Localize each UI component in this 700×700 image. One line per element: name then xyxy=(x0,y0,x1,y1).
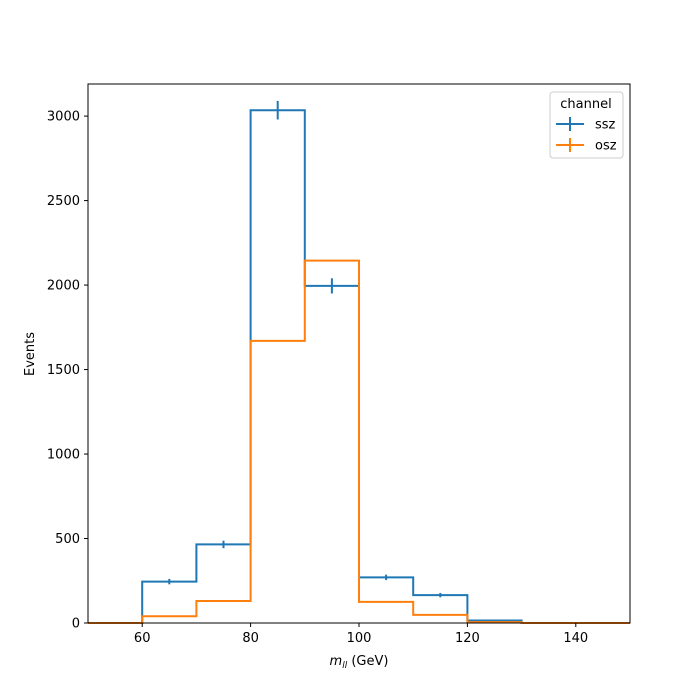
y-tick-label: 1000 xyxy=(47,448,80,463)
series-layer xyxy=(88,100,630,624)
y-axis-ticks: 0 500 1000 1500 2000 2500 3000 xyxy=(47,110,88,632)
legend-label-ssz: ssz xyxy=(595,118,616,133)
x-tick-label: 120 xyxy=(455,631,480,646)
legend-entries: ssz osz xyxy=(556,117,617,154)
x-tick-label: 60 xyxy=(134,631,151,646)
x-tick-label: 100 xyxy=(347,631,372,646)
y-tick-label: 2500 xyxy=(47,194,80,209)
legend-entry-osz: osz xyxy=(556,138,617,154)
x-axis-ticks: 60 80 100 120 140 xyxy=(134,623,588,646)
x-tick-label: 80 xyxy=(242,631,259,646)
series-osz xyxy=(88,259,630,624)
x-axis-label: mll (GeV) xyxy=(330,654,389,671)
x-axis-label-subscript: ll xyxy=(342,661,348,671)
x-axis-label-unit: (GeV) xyxy=(347,654,388,669)
series-step-osz xyxy=(88,259,630,624)
axes-frame xyxy=(87,83,631,624)
y-axis-label: Events xyxy=(23,332,38,376)
legend: channel ssz osz xyxy=(549,91,624,159)
legend-entry-ssz: ssz xyxy=(556,117,616,133)
y-tick-label: 0 xyxy=(72,617,80,632)
legend-label-osz: osz xyxy=(595,139,617,154)
legend-box xyxy=(549,91,624,159)
y-tick-label: 3000 xyxy=(47,110,80,125)
x-axis-label-symbol: m xyxy=(330,654,343,669)
legend-title: channel xyxy=(560,97,611,112)
y-tick-label: 500 xyxy=(55,532,80,547)
y-tick-label: 1500 xyxy=(47,363,80,378)
x-tick-label: 140 xyxy=(563,631,588,646)
y-tick-label: 2000 xyxy=(47,279,80,294)
